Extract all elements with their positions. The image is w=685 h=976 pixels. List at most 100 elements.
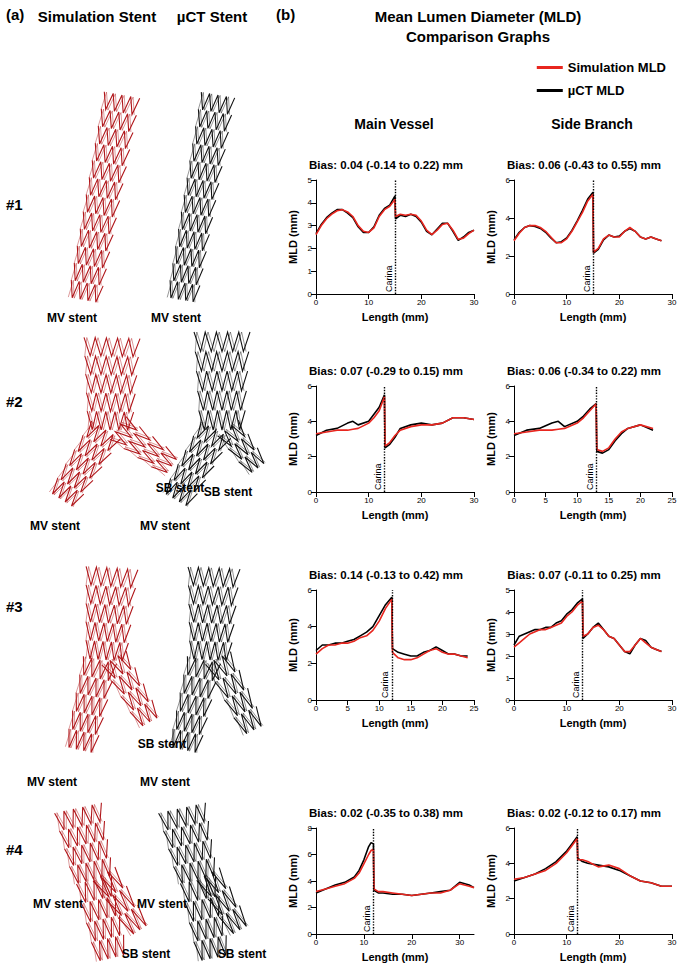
svg-text:5: 5: [345, 704, 350, 713]
svg-text:0: 0: [308, 930, 313, 939]
svg-text:6: 6: [308, 850, 313, 859]
svg-text:2: 2: [308, 659, 313, 668]
svg-text:30: 30: [470, 298, 479, 307]
svg-text:2: 2: [308, 244, 313, 253]
svg-text:0: 0: [308, 696, 313, 705]
svg-text:2: 2: [506, 894, 511, 903]
svg-text:Bias: 0.06 (-0.43 to 0.55) mm: Bias: 0.06 (-0.43 to 0.55) mm: [507, 159, 661, 171]
svg-text:30: 30: [470, 496, 479, 505]
svg-text:SB stent: SB stent: [156, 481, 205, 495]
svg-text:4: 4: [506, 859, 511, 868]
svg-text:30: 30: [455, 938, 464, 947]
svg-text:MV stent: MV stent: [27, 775, 77, 789]
svg-text:Bias: 0.02 (-0.35 to 0.38) mm: Bias: 0.02 (-0.35 to 0.38) mm: [309, 807, 463, 819]
svg-text:Length (mm): Length (mm): [560, 311, 627, 323]
svg-text:15: 15: [604, 496, 613, 505]
svg-text:10: 10: [562, 298, 571, 307]
svg-text:MLD (mm): MLD (mm): [485, 412, 497, 466]
svg-text:6: 6: [506, 824, 511, 833]
svg-text:30: 30: [668, 938, 677, 947]
svg-text:5: 5: [506, 586, 511, 595]
svg-text:4: 4: [506, 417, 511, 426]
svg-text:Length (mm): Length (mm): [560, 717, 627, 729]
svg-text:MV stent: MV stent: [137, 897, 187, 911]
svg-text:10: 10: [562, 704, 571, 713]
svg-text:MV stent: MV stent: [140, 775, 190, 789]
svg-text:Carina: Carina: [571, 671, 581, 698]
svg-text:20: 20: [417, 496, 426, 505]
svg-text:4: 4: [506, 608, 511, 617]
svg-text:Bias: 0.02 (-0.12 to 0.17) mm: Bias: 0.02 (-0.12 to 0.17) mm: [507, 807, 661, 819]
svg-text:0: 0: [512, 704, 517, 713]
svg-text:20: 20: [417, 298, 426, 307]
svg-text:Length (mm): Length (mm): [560, 951, 627, 963]
svg-text:25: 25: [470, 704, 479, 713]
svg-text:SB stent: SB stent: [218, 947, 267, 961]
svg-text:8: 8: [308, 824, 313, 833]
svg-text:0: 0: [314, 704, 319, 713]
svg-text:0: 0: [314, 938, 319, 947]
svg-text:2: 2: [506, 452, 511, 461]
svg-text:Carina: Carina: [373, 463, 383, 490]
svg-text:6: 6: [308, 382, 313, 391]
svg-text:2: 2: [308, 452, 313, 461]
svg-text:10: 10: [364, 298, 373, 307]
svg-text:0: 0: [314, 298, 319, 307]
svg-text:25: 25: [668, 496, 677, 505]
svg-text:4: 4: [308, 622, 313, 631]
svg-text:10: 10: [562, 938, 571, 947]
svg-text:2: 2: [506, 652, 511, 661]
svg-text:Length (mm): Length (mm): [362, 311, 429, 323]
svg-text:20: 20: [438, 704, 447, 713]
svg-text:30: 30: [668, 298, 677, 307]
svg-text:SB stent: SB stent: [204, 485, 253, 499]
svg-text:MLD (mm): MLD (mm): [485, 618, 497, 672]
svg-text:6: 6: [308, 586, 313, 595]
svg-text:MV stent: MV stent: [151, 311, 201, 325]
svg-text:Bias: 0.14 (-0.13 to 0.42) mm: Bias: 0.14 (-0.13 to 0.42) mm: [309, 569, 463, 581]
svg-text:0: 0: [512, 938, 517, 947]
svg-text:6: 6: [506, 176, 511, 185]
svg-text:2: 2: [506, 252, 511, 261]
svg-text:Bias: 0.04 (-0.14 to 0.22) mm: Bias: 0.04 (-0.14 to 0.22) mm: [309, 159, 463, 171]
svg-text:20: 20: [615, 704, 624, 713]
svg-text:0: 0: [314, 496, 319, 505]
svg-text:MLD (mm): MLD (mm): [287, 618, 299, 672]
svg-text:3: 3: [506, 630, 511, 639]
svg-text:SB stent: SB stent: [138, 737, 187, 751]
svg-text:10: 10: [573, 496, 582, 505]
svg-text:0: 0: [512, 298, 517, 307]
svg-text:MV stent: MV stent: [47, 311, 97, 325]
svg-text:4: 4: [308, 417, 313, 426]
svg-text:MV stent: MV stent: [30, 519, 80, 533]
svg-text:Bias: 0.07 (-0.11 to 0.25) mm: Bias: 0.07 (-0.11 to 0.25) mm: [507, 569, 660, 581]
svg-text:µCT MLD: µCT MLD: [568, 83, 625, 98]
svg-text:Length (mm): Length (mm): [560, 509, 627, 521]
svg-text:30: 30: [668, 704, 677, 713]
svg-text:4: 4: [506, 214, 511, 223]
svg-text:MLD (mm): MLD (mm): [287, 854, 299, 908]
svg-text:6: 6: [506, 382, 511, 391]
svg-text:Bias: 0.06 (-0.34 to 0.22) mm: Bias: 0.06 (-0.34 to 0.22) mm: [507, 365, 661, 377]
svg-text:10: 10: [359, 938, 368, 947]
svg-text:5: 5: [308, 176, 313, 185]
svg-text:Carina: Carina: [566, 905, 576, 932]
svg-text:20: 20: [615, 298, 624, 307]
svg-text:0: 0: [512, 496, 517, 505]
svg-text:MLD (mm): MLD (mm): [287, 210, 299, 264]
svg-text:MV stent: MV stent: [140, 519, 190, 533]
svg-text:Length (mm): Length (mm): [362, 509, 429, 521]
svg-text:4: 4: [308, 877, 313, 886]
svg-text:0: 0: [506, 290, 511, 299]
svg-text:0: 0: [506, 696, 511, 705]
svg-text:10: 10: [375, 704, 384, 713]
svg-text:1: 1: [308, 267, 313, 276]
svg-text:MLD (mm): MLD (mm): [485, 210, 497, 264]
svg-text:Carina: Carina: [582, 265, 592, 292]
svg-text:20: 20: [636, 496, 645, 505]
svg-text:Carina: Carina: [362, 905, 372, 932]
svg-text:5: 5: [543, 496, 548, 505]
svg-text:Bias: 0.07 (-0.29 to 0.15) mm: Bias: 0.07 (-0.29 to 0.15) mm: [309, 365, 463, 377]
svg-text:15: 15: [406, 704, 415, 713]
svg-text:Carina: Carina: [585, 463, 595, 490]
